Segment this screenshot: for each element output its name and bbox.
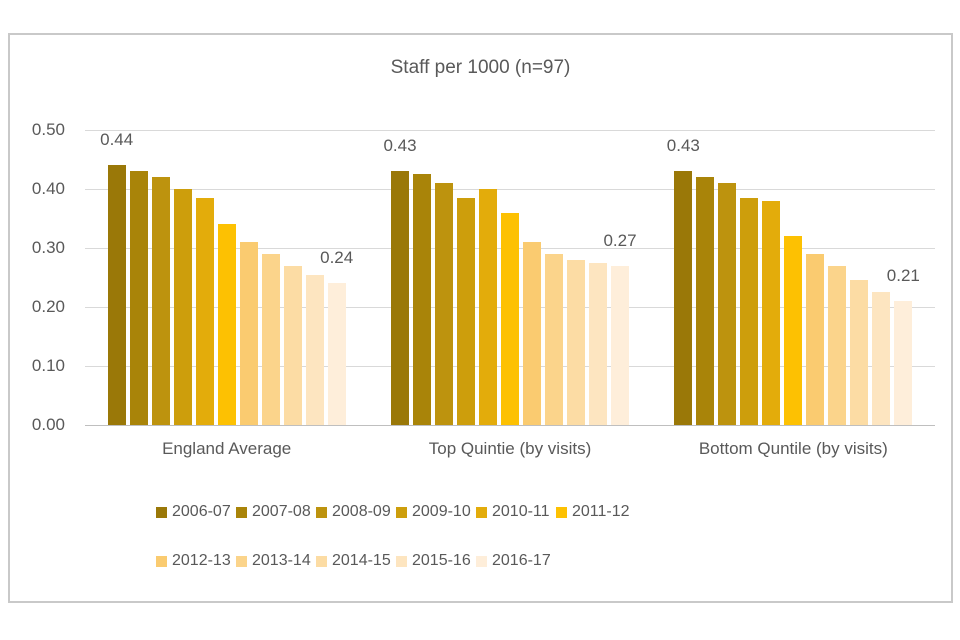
legend-label: 2012-13	[172, 552, 231, 569]
data-label: 0.44	[100, 130, 134, 150]
legend-swatch-icon	[316, 555, 327, 567]
legend-row: 2012-13 2013-14 2014-15 2015-16 2016-17	[156, 550, 636, 572]
legend-item-2012-13: 2012-13	[156, 552, 236, 570]
legend-label: 2014-15	[332, 552, 391, 569]
gridline	[85, 189, 935, 190]
y-tick-label: 0.40	[31, 179, 65, 198]
legend-swatch-icon	[316, 506, 327, 518]
y-tick-label: 0.20	[31, 297, 65, 316]
data-label: 0.43	[666, 136, 700, 156]
legend-item-2006-07: 2006-07	[156, 503, 236, 521]
legend-item-2013-14: 2013-14	[236, 552, 316, 570]
legend-swatch-icon	[236, 506, 247, 518]
gridline	[85, 130, 935, 131]
bar-2013-14	[261, 253, 280, 425]
bar-2012-13	[522, 242, 541, 425]
bar-2014-15	[566, 259, 585, 425]
legend-item-2011-12: 2011-12	[556, 503, 636, 521]
chart-frame: Staff per 1000 (n=97) 0.44 0.24 0.43 0.27 0.…	[8, 33, 953, 603]
legend-label: 2010-11	[492, 503, 550, 520]
bar-2009-10	[173, 189, 192, 425]
bar-2016-17	[327, 283, 346, 425]
legend-item-2007-08: 2007-08	[236, 503, 316, 521]
x-axis-line	[85, 425, 935, 426]
bar-group: 0.44 0.24	[85, 130, 368, 425]
y-tick-label: 0.00	[31, 415, 65, 434]
legend-item-2010-11: 2010-11	[476, 503, 556, 521]
bar-2007-08	[129, 171, 148, 425]
x-axis-category-labels: England Average Top Quintie (by visits) Bo…	[85, 439, 935, 459]
y-tick-label: 0.10	[31, 356, 65, 375]
bar-group: 0.43 0.27	[368, 130, 651, 425]
legend-row: 2006-07 2007-08 2008-09 2009-10 2010-11 2011-…	[156, 501, 636, 523]
bar-2007-08	[412, 174, 431, 425]
data-label: 0.27	[603, 230, 637, 250]
legend-item-2015-16: 2015-16	[396, 552, 476, 570]
plot-area: 0.44 0.24 0.43 0.27 0.43 0.21	[85, 130, 935, 426]
bar-2013-14	[544, 253, 563, 425]
bar-2015-16	[305, 274, 324, 425]
bar-2006-07	[107, 165, 126, 425]
legend-swatch-icon	[156, 555, 167, 567]
bar-2014-15	[850, 280, 869, 425]
bar-2011-12	[784, 236, 803, 425]
category-label: England Average	[162, 439, 292, 458]
bar-2011-12	[500, 212, 519, 425]
bar-2007-08	[696, 177, 715, 425]
bar-2008-09	[151, 177, 170, 425]
legend-label: 2016-17	[492, 552, 551, 569]
legend-swatch-icon	[476, 555, 487, 567]
bar-2006-07	[674, 171, 693, 425]
bar-2014-15	[283, 265, 302, 425]
legend-swatch-icon	[476, 506, 487, 518]
chart-title: Staff per 1000 (n=97)	[390, 57, 571, 78]
bar-2012-13	[239, 242, 258, 425]
legend-item-2008-09: 2008-09	[316, 503, 396, 521]
legend-label: 2006-07	[172, 503, 231, 520]
bar-2009-10	[456, 197, 475, 425]
legend-label: 2015-16	[412, 552, 471, 569]
y-tick-label: 0.30	[31, 238, 65, 257]
legend-swatch-icon	[236, 555, 247, 567]
bar-2010-11	[762, 200, 781, 425]
data-label: 0.24	[320, 248, 354, 268]
y-tick-label: 0.50	[31, 120, 65, 139]
legend-swatch-icon	[396, 506, 407, 518]
bar-2016-17	[610, 265, 629, 425]
bar-2016-17	[894, 301, 913, 425]
legend-label: 2007-08	[252, 503, 311, 520]
category-label: Bottom Quntile (by visits)	[698, 439, 888, 458]
bar-2010-11	[478, 189, 497, 425]
bar-2008-09	[718, 183, 737, 425]
bar-2012-13	[806, 253, 825, 425]
bar-groups: 0.44 0.24 0.43 0.27 0.43 0.21	[85, 130, 935, 425]
legend-label: 2011-12	[572, 503, 630, 520]
bar-2015-16	[872, 292, 891, 425]
data-label: 0.43	[383, 136, 417, 156]
data-label: 0.21	[886, 266, 920, 286]
bar-2013-14	[828, 265, 847, 425]
bar-2015-16	[588, 262, 607, 425]
bar-2006-07	[390, 171, 409, 425]
legend-label: 2009-10	[412, 503, 471, 520]
legend: 2006-07 2007-08 2008-09 2009-10 2010-11 2011-…	[156, 501, 636, 599]
legend-swatch-icon	[396, 555, 407, 567]
bar-2010-11	[195, 197, 214, 425]
bar-2008-09	[434, 183, 453, 425]
legend-item-2009-10: 2009-10	[396, 503, 476, 521]
legend-swatch-icon	[556, 506, 567, 518]
legend-item-2014-15: 2014-15	[316, 552, 396, 570]
legend-label: 2008-09	[332, 503, 391, 520]
bar-group: 0.43 0.21	[652, 130, 935, 425]
bar-2009-10	[740, 197, 759, 425]
legend-label: 2013-14	[252, 552, 311, 569]
bar-2011-12	[217, 224, 236, 425]
legend-item-2016-17: 2016-17	[476, 552, 556, 570]
legend-swatch-icon	[156, 506, 167, 518]
category-label: Top Quintie (by visits)	[428, 439, 592, 458]
